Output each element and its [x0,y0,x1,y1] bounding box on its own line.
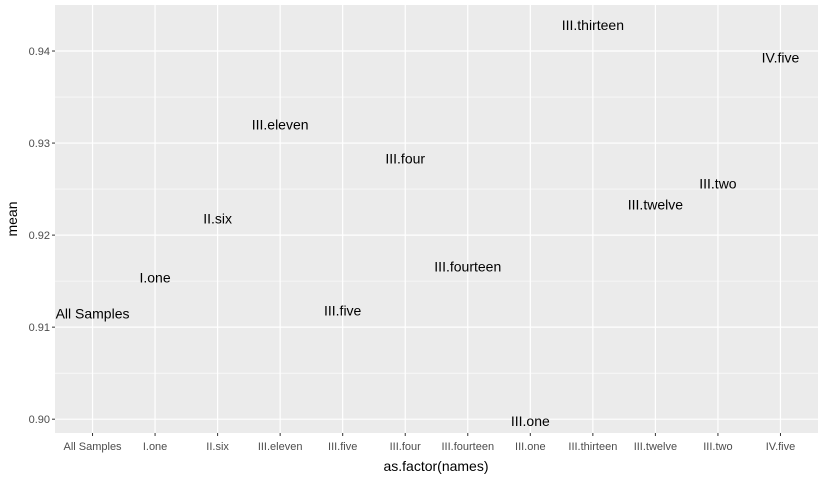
point-label: III.fourteen [434,258,501,274]
x-axis-title: as.factor(names) [383,458,488,474]
x-tick-label: III.one [515,441,546,453]
y-axis-ticks: 0.90 0.91 0.92 0.93 0.94 [29,46,55,426]
y-axis-title: mean [4,201,20,236]
point-labels: All Samples I.one II.six III.eleven III.five… [56,17,800,429]
y-tick-label: 0.94 [29,46,50,58]
major-gridlines [55,5,818,433]
y-tick-label: 0.92 [29,230,50,242]
point-label: III.two [699,176,737,192]
x-tick-label: III.thirteen [568,441,617,453]
x-tick-label: III.two [703,441,732,453]
x-tick-label: IV.five [766,441,796,453]
plot-panel [55,5,818,433]
point-label: III.eleven [252,117,309,133]
point-label: III.one [511,413,550,429]
point-label: All Samples [56,305,130,321]
x-tick-label: I.one [143,441,167,453]
x-tick-label: III.fourteen [441,441,494,453]
x-tick-label: III.twelve [634,441,677,453]
point-label: III.four [385,151,425,167]
minor-gridlines [55,96,818,374]
point-label: III.twelve [628,197,683,213]
point-label: III.five [324,303,362,319]
y-tick-label: 0.91 [29,322,50,334]
y-tick-label: 0.93 [29,138,50,150]
x-tick-label: III.five [328,441,357,453]
x-tick-label: III.eleven [258,441,303,453]
point-label: IV.five [762,49,800,65]
x-tick-label: All Samples [63,441,122,453]
point-label: II.six [203,211,232,227]
y-tick-label: 0.90 [29,414,50,426]
point-label: I.one [139,269,170,285]
x-tick-label: III.four [390,441,422,453]
x-tick-label: II.six [206,441,229,453]
x-axis-ticks: All Samples I.one II.six III.eleven III.five… [63,433,795,453]
point-label: III.thirteen [562,17,624,33]
